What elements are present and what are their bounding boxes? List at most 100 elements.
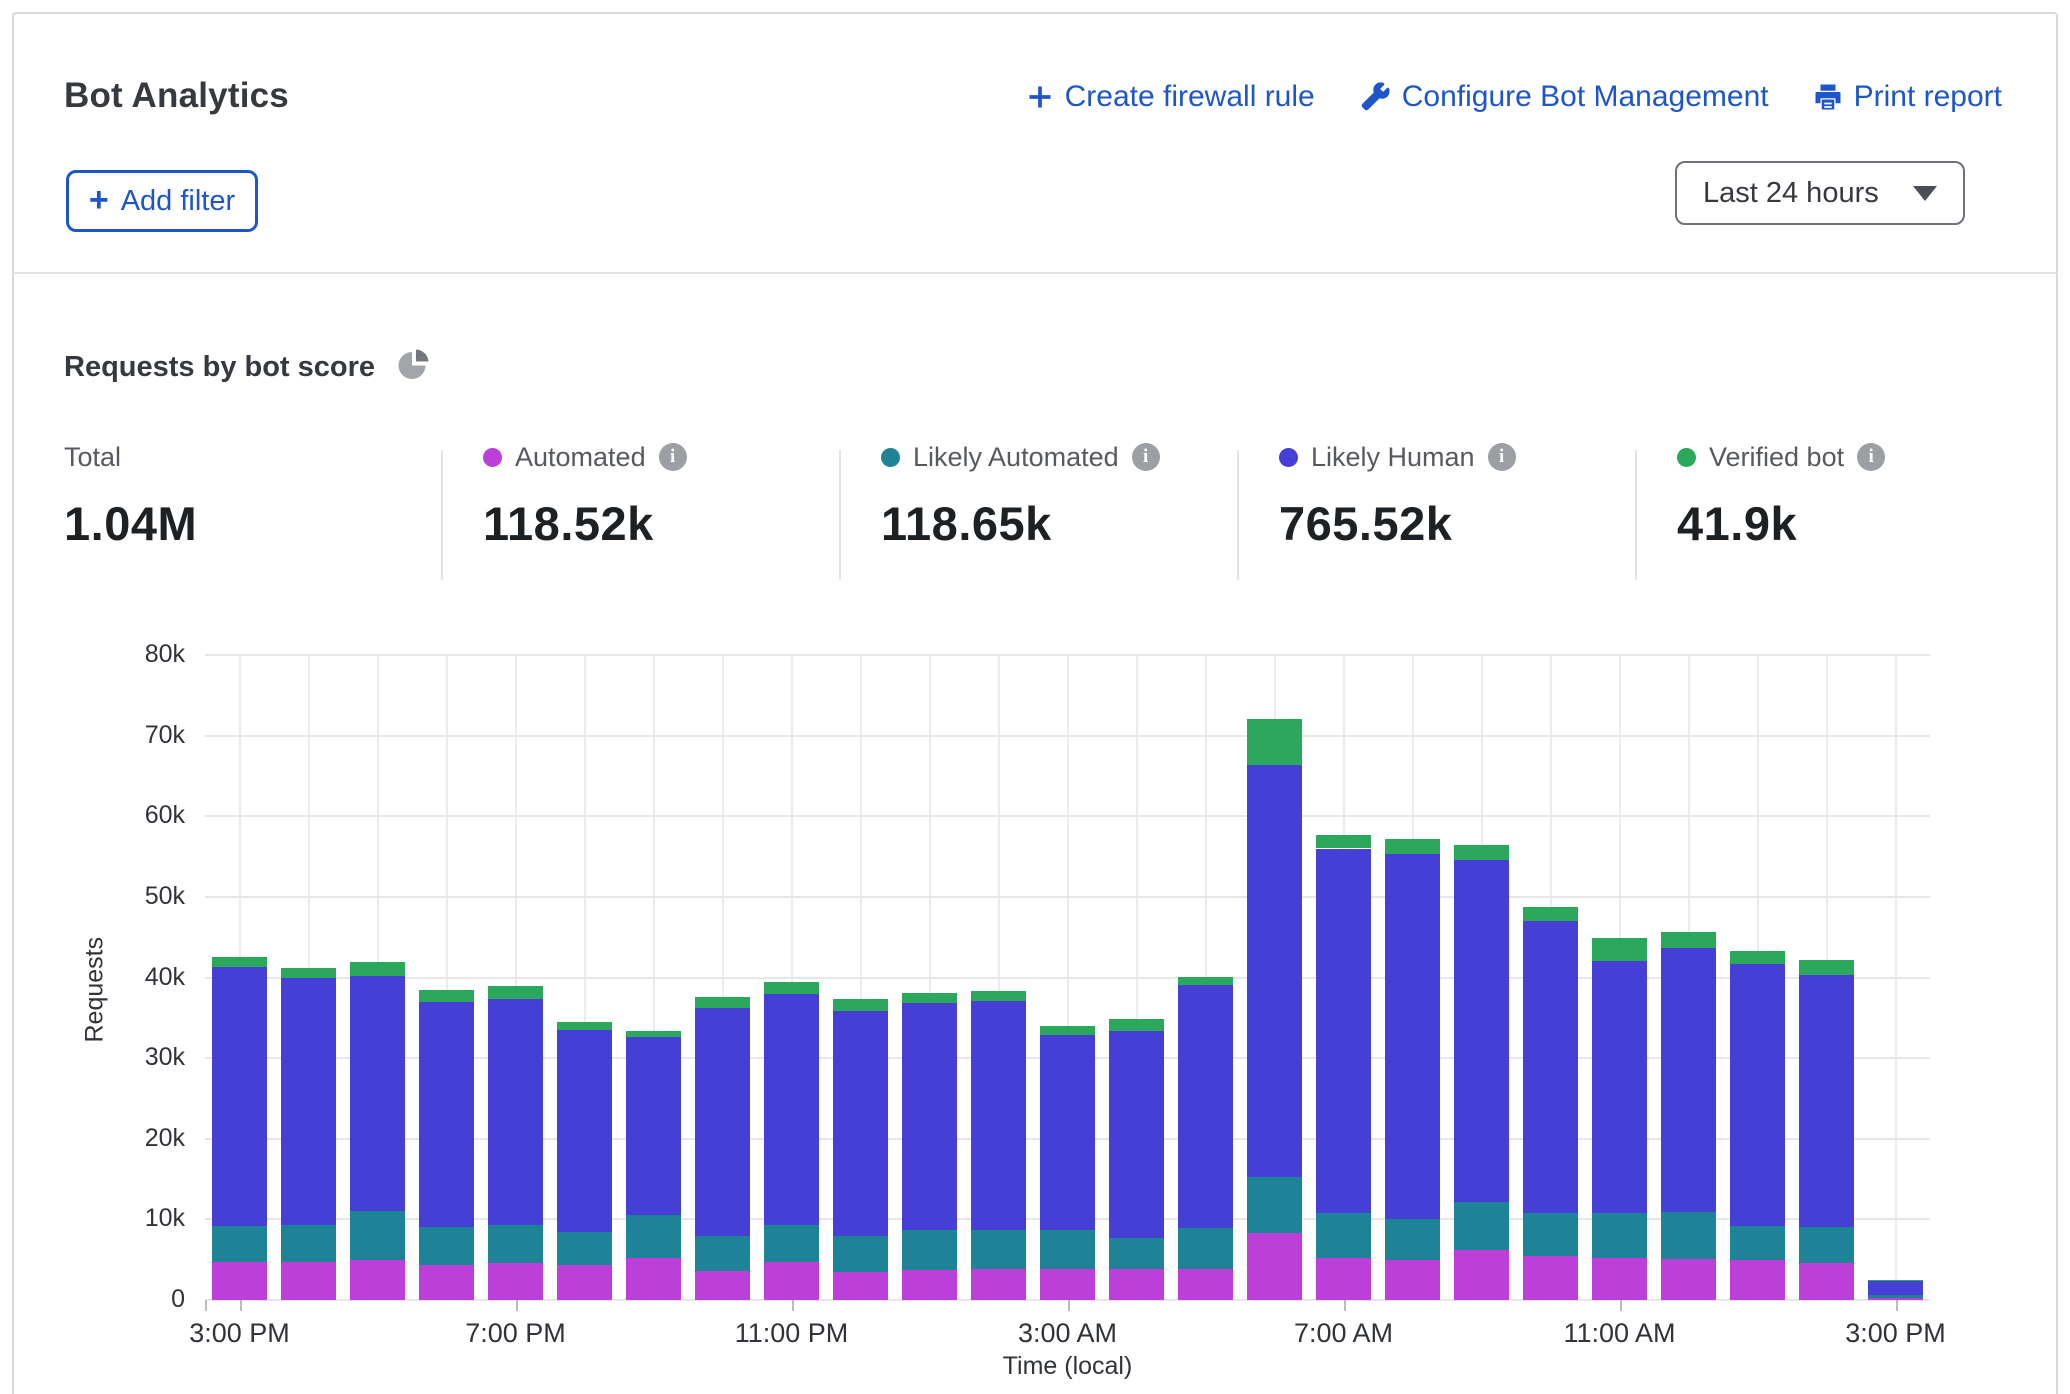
bar-900am-likely-human[interactable]	[1454, 860, 1509, 1203]
bar-1200am-likely-automated[interactable]	[833, 1236, 888, 1271]
bar-100am-likely-human[interactable]	[902, 1003, 957, 1230]
bar-1100pm-likely-human[interactable]	[764, 994, 819, 1225]
bar-700am-automated[interactable]	[1316, 1258, 1371, 1300]
bar-1100am-automated[interactable]	[1592, 1258, 1647, 1300]
bar-500pm-automated[interactable]	[350, 1260, 405, 1300]
bar-200pm-verified-bot[interactable]	[1799, 960, 1854, 975]
bar-300pm-automated[interactable]	[212, 1262, 267, 1300]
bar-1000pm-likely-human[interactable]	[695, 1008, 750, 1236]
bar-700pm-verified-bot[interactable]	[488, 986, 543, 999]
bar-1100pm-likely-automated[interactable]	[764, 1225, 819, 1262]
bar-900pm-likely-human[interactable]	[626, 1037, 681, 1215]
bar-300am-automated[interactable]	[1040, 1269, 1095, 1300]
bar-1200pm-automated[interactable]	[1661, 1259, 1716, 1300]
bar-1200pm-verified-bot[interactable]	[1661, 932, 1716, 947]
info-icon[interactable]: i	[1488, 443, 1516, 471]
bar-400am-verified-bot[interactable]	[1109, 1019, 1164, 1030]
bar-800pm-likely-human[interactable]	[557, 1030, 612, 1232]
action-configure-bot-management[interactable]: Configure Bot Management	[1359, 80, 1769, 114]
bar-1000pm-likely-automated[interactable]	[695, 1236, 750, 1271]
bar-900am-likely-automated[interactable]	[1454, 1202, 1509, 1250]
bar-400pm-verified-bot[interactable]	[281, 968, 336, 978]
bar-1000am-verified-bot[interactable]	[1523, 907, 1578, 922]
bar-900pm-automated[interactable]	[626, 1258, 681, 1300]
bar-100am-automated[interactable]	[902, 1270, 957, 1300]
bar-1200am-verified-bot[interactable]	[833, 999, 888, 1010]
add-filter-button[interactable]: + Add filter	[66, 170, 258, 232]
bar-400am-automated[interactable]	[1109, 1269, 1164, 1300]
bar-900pm-likely-automated[interactable]	[626, 1215, 681, 1258]
bar-700am-likely-human[interactable]	[1316, 849, 1371, 1213]
bar-800pm-automated[interactable]	[557, 1265, 612, 1300]
bar-300pm-likely-human[interactable]	[1868, 1280, 1923, 1295]
bar-700am-verified-bot[interactable]	[1316, 835, 1371, 849]
bar-200am-automated[interactable]	[971, 1269, 1026, 1300]
bar-500am-automated[interactable]	[1178, 1269, 1233, 1300]
bar-500pm-verified-bot[interactable]	[350, 962, 405, 976]
bar-100am-verified-bot[interactable]	[902, 993, 957, 1003]
bar-700pm-likely-human[interactable]	[488, 999, 543, 1225]
bar-700am-likely-automated[interactable]	[1316, 1213, 1371, 1258]
bar-500am-likely-automated[interactable]	[1178, 1228, 1233, 1268]
bar-500pm-likely-human[interactable]	[350, 976, 405, 1211]
bar-300pm-likely-human[interactable]	[212, 967, 267, 1226]
bar-600am-automated[interactable]	[1247, 1233, 1302, 1300]
bar-700pm-likely-automated[interactable]	[488, 1225, 543, 1263]
bar-1200am-automated[interactable]	[833, 1272, 888, 1300]
bar-800am-likely-automated[interactable]	[1385, 1219, 1440, 1259]
bar-600am-verified-bot[interactable]	[1247, 719, 1302, 765]
bar-500pm-likely-automated[interactable]	[350, 1211, 405, 1259]
bar-300am-verified-bot[interactable]	[1040, 1026, 1095, 1035]
bar-400am-likely-automated[interactable]	[1109, 1238, 1164, 1269]
bar-300pm-verified-bot[interactable]	[1868, 1280, 1923, 1281]
bar-500am-verified-bot[interactable]	[1178, 977, 1233, 985]
time-range-select[interactable]: Last 24 hours	[1675, 161, 1965, 225]
bar-200pm-likely-human[interactable]	[1799, 975, 1854, 1227]
info-icon[interactable]: i	[659, 443, 687, 471]
bar-1100am-likely-automated[interactable]	[1592, 1213, 1647, 1258]
action-create-firewall-rule[interactable]: Create firewall rule	[1026, 80, 1315, 114]
bar-800pm-verified-bot[interactable]	[557, 1022, 612, 1030]
bar-200pm-likely-automated[interactable]	[1799, 1227, 1854, 1262]
bar-800pm-likely-automated[interactable]	[557, 1232, 612, 1264]
bar-400pm-automated[interactable]	[281, 1262, 336, 1300]
bar-300pm-likely-automated[interactable]	[1868, 1295, 1923, 1297]
bar-700pm-automated[interactable]	[488, 1263, 543, 1300]
bar-100pm-likely-human[interactable]	[1730, 964, 1785, 1226]
bar-1000am-likely-automated[interactable]	[1523, 1213, 1578, 1256]
bar-800am-automated[interactable]	[1385, 1260, 1440, 1300]
bar-300pm-likely-automated[interactable]	[212, 1226, 267, 1262]
bar-1000am-automated[interactable]	[1523, 1256, 1578, 1300]
bar-1200pm-likely-automated[interactable]	[1661, 1212, 1716, 1259]
bar-200am-likely-human[interactable]	[971, 1001, 1026, 1230]
bar-600am-likely-automated[interactable]	[1247, 1177, 1302, 1233]
bar-600pm-likely-automated[interactable]	[419, 1227, 474, 1264]
bar-100pm-verified-bot[interactable]	[1730, 951, 1785, 964]
bar-100am-likely-automated[interactable]	[902, 1230, 957, 1270]
bar-300pm-automated[interactable]	[1868, 1298, 1923, 1300]
bar-1100am-likely-human[interactable]	[1592, 961, 1647, 1213]
bar-900pm-verified-bot[interactable]	[626, 1031, 681, 1037]
bar-1000pm-verified-bot[interactable]	[695, 997, 750, 1008]
bar-600am-likely-human[interactable]	[1247, 765, 1302, 1177]
bar-1100pm-automated[interactable]	[764, 1262, 819, 1300]
info-icon[interactable]: i	[1132, 443, 1160, 471]
bar-600pm-automated[interactable]	[419, 1265, 474, 1300]
action-print-report[interactable]: Print report	[1813, 80, 2002, 114]
bar-300pm-verified-bot[interactable]	[212, 957, 267, 967]
bar-900am-verified-bot[interactable]	[1454, 845, 1509, 860]
bar-100pm-likely-automated[interactable]	[1730, 1226, 1785, 1261]
bar-200am-likely-automated[interactable]	[971, 1230, 1026, 1269]
bar-400am-likely-human[interactable]	[1109, 1031, 1164, 1238]
bar-600pm-verified-bot[interactable]	[419, 990, 474, 1002]
bar-900am-automated[interactable]	[1454, 1250, 1509, 1300]
bar-500am-likely-human[interactable]	[1178, 985, 1233, 1228]
bar-100pm-automated[interactable]	[1730, 1260, 1785, 1300]
bar-1100pm-verified-bot[interactable]	[764, 982, 819, 993]
bar-1200pm-likely-human[interactable]	[1661, 948, 1716, 1212]
bar-1100am-verified-bot[interactable]	[1592, 938, 1647, 961]
bar-200am-verified-bot[interactable]	[971, 991, 1026, 1001]
bar-800am-verified-bot[interactable]	[1385, 839, 1440, 854]
bar-1000am-likely-human[interactable]	[1523, 921, 1578, 1213]
bar-300am-likely-human[interactable]	[1040, 1035, 1095, 1230]
